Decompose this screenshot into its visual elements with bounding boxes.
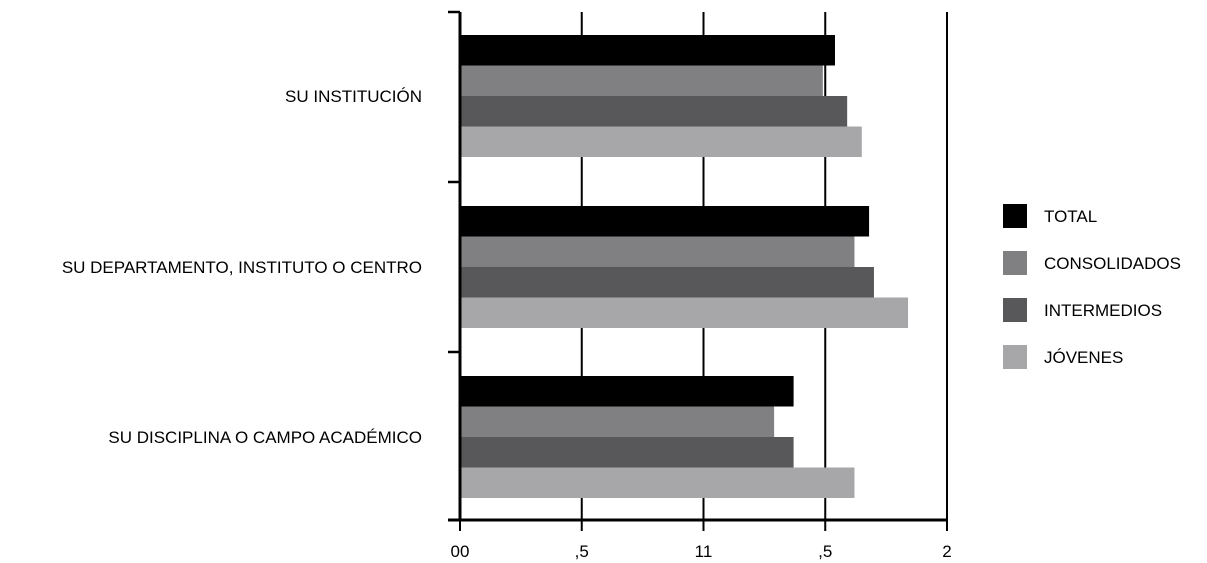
bar-2-2 bbox=[460, 437, 794, 468]
legend: TOTAL CONSOLIDADOS INTERMEDIOS JÓVENES bbox=[1003, 204, 1181, 369]
bar-1-0 bbox=[460, 206, 870, 237]
category-label-0: SU INSTITUCIÓN bbox=[285, 87, 422, 106]
bar-1-1 bbox=[460, 236, 855, 267]
legend-swatch-0 bbox=[1003, 204, 1027, 228]
legend-swatch-3 bbox=[1003, 345, 1027, 369]
legend-swatch-2 bbox=[1003, 298, 1027, 322]
x-tick-label-4: 2 bbox=[942, 542, 951, 561]
legend-swatch-1 bbox=[1003, 251, 1027, 275]
bar-1-2 bbox=[460, 267, 874, 298]
bar-1-3 bbox=[460, 297, 909, 328]
bar-2-3 bbox=[460, 467, 855, 498]
bar-0-1 bbox=[460, 65, 823, 96]
bar-2-1 bbox=[460, 406, 775, 437]
category-labels: SU INSTITUCIÓN SU DEPARTAMENTO, INSTITUTO… bbox=[62, 87, 422, 447]
category-label-1: SU DEPARTAMENTO, INSTITUTO O CENTRO bbox=[62, 258, 422, 277]
category-label-2: SU DISCIPLINA O CAMPO ACADÉMICO bbox=[108, 428, 422, 447]
x-tick-labels: 00 ,5 11 ,5 2 bbox=[451, 542, 952, 561]
x-tick-label-3: ,5 bbox=[818, 542, 832, 561]
bar-2-0 bbox=[460, 376, 794, 407]
bar-0-0 bbox=[460, 35, 835, 66]
legend-label-3: JÓVENES bbox=[1044, 348, 1123, 367]
axes bbox=[448, 10, 948, 531]
legend-label-0: TOTAL bbox=[1044, 207, 1097, 226]
bars-group bbox=[460, 35, 909, 498]
x-tick-label-1: ,5 bbox=[575, 542, 589, 561]
bar-0-3 bbox=[460, 126, 862, 157]
x-tick-label-0: 00 bbox=[451, 542, 470, 561]
bar-0-2 bbox=[460, 96, 848, 127]
legend-label-2: INTERMEDIOS bbox=[1044, 301, 1162, 320]
legend-label-1: CONSOLIDADOS bbox=[1044, 254, 1181, 273]
x-tick-label-2: 11 bbox=[695, 542, 713, 561]
